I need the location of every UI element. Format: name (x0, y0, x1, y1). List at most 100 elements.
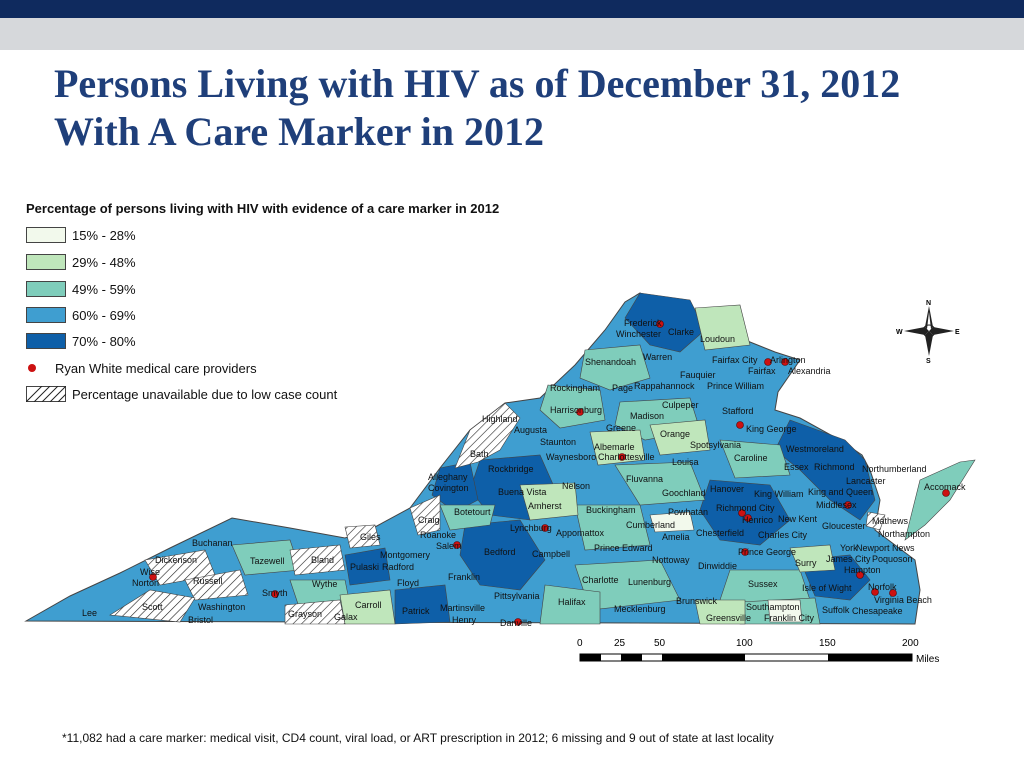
locality-label: Washington (198, 602, 245, 612)
locality-label: Danville (500, 618, 532, 628)
locality-label: Charlotte (582, 575, 619, 585)
legend-class-1: 15% - 28% (26, 226, 136, 244)
compass-n: N (926, 300, 931, 307)
locality-label: Stafford (722, 406, 753, 416)
scale-tick: 0 (577, 638, 583, 649)
provider-marker (271, 590, 279, 598)
locality-label: Isle of Wight (802, 583, 852, 593)
locality-label: York (840, 543, 858, 553)
region-green-surry (789, 544, 836, 573)
locality-label: Salem (436, 541, 462, 551)
locality-label: Botetourt (454, 507, 491, 517)
scale-tick: 25 (614, 638, 626, 649)
provider-marker (889, 589, 897, 597)
region-green-amherst (519, 482, 579, 521)
locality-label: Martinsville (440, 603, 485, 613)
legend-label: 70% - 80% (72, 333, 136, 349)
locality-label: King William (754, 489, 804, 499)
region-hatch-bland (289, 544, 346, 576)
provider-marker (149, 573, 157, 581)
region-dark-patrick (394, 584, 451, 625)
region-dark-southcentral (459, 519, 546, 591)
map-legend: Percentage of persons living with HIV wi… (26, 200, 626, 402)
locality-label: Accomack (924, 482, 966, 492)
locality-label: Frederick (624, 318, 662, 328)
locality-label: Smyth (262, 588, 288, 598)
locality-label: Poquoson (872, 554, 913, 564)
locality-label: Mathews (872, 516, 909, 526)
locality-label: Prince George (738, 547, 796, 557)
legend-class-4: 60% - 69% (26, 306, 136, 324)
compass-rose-icon: N S W E (896, 300, 960, 364)
provider-marker (942, 489, 950, 497)
locality-label: King and Queen (808, 487, 873, 497)
locality-label: Rappahannock (634, 381, 695, 391)
region-teal-eastern-shore (904, 459, 976, 541)
locality-label: Henry (452, 615, 477, 625)
region-teal-buckingham (574, 504, 651, 551)
locality-label: Nelson (562, 481, 590, 491)
hatch-swatch-icon (26, 386, 66, 402)
legend-label: 60% - 69% (72, 307, 136, 323)
locality-label: James City (826, 554, 871, 564)
locality-label: Appomattox (556, 528, 605, 538)
locality-label: Norton (132, 578, 159, 588)
scale-tick: 50 (654, 638, 666, 649)
locality-label: Prince William (707, 381, 764, 391)
scale-tick: 100 (736, 638, 753, 649)
legend-swatch (26, 254, 66, 270)
locality-label: Brunswick (676, 596, 718, 606)
locality-label: Mecklenburg (614, 604, 666, 614)
legend-swatch (26, 307, 66, 323)
locality-label: Newport News (856, 543, 915, 553)
locality-label: Montgomery (380, 550, 431, 560)
provider-marker (764, 358, 772, 366)
scale-unit: Miles (916, 654, 939, 665)
legend-label: 49% - 59% (72, 281, 136, 297)
locality-label: Greensville (706, 613, 751, 623)
legend-swatch (26, 333, 66, 349)
slide-title: Persons Living with HIV as of December 3… (54, 61, 901, 154)
region-hatch-scott (109, 589, 196, 623)
top-banner (0, 0, 1024, 18)
legend-label: 15% - 28% (72, 227, 136, 243)
region-dark-north (624, 292, 706, 353)
locality-label: Rockbridge (488, 464, 534, 474)
region-hatch-giles (344, 524, 381, 549)
provider-marker (738, 509, 746, 517)
locality-label: Goochland (662, 488, 706, 498)
locality-label: Northumberland (862, 464, 927, 474)
locality-label: Patrick (402, 606, 430, 616)
provider-marker (576, 408, 584, 416)
locality-label: Hampton (844, 565, 881, 575)
locality-label: Halifax (558, 597, 586, 607)
locality-label: Norfolk (868, 582, 897, 592)
locality-label: Augusta (514, 425, 547, 435)
legend-unavailable: Percentage unavailable due to low case c… (26, 385, 337, 403)
region-green-albemarle (589, 429, 646, 466)
region-teal-fluvanna (614, 461, 706, 506)
compass-e: E (955, 329, 960, 336)
locality-label: Floyd (397, 578, 419, 588)
locality-label: Albemarle (594, 442, 635, 452)
locality-label: Fairfax (748, 366, 776, 376)
locality-label: Staunton (540, 437, 576, 447)
provider-markers (149, 320, 950, 626)
scale-bar: 0 25 50 100 150 200 Miles (577, 638, 939, 665)
locality-label: Bland (311, 555, 334, 565)
locality-label: Radford (382, 562, 414, 572)
locality-label: Fairfax City (712, 355, 758, 365)
provider-marker (781, 358, 789, 366)
locality-label: Loudoun (700, 334, 735, 344)
locality-label: Harrisonburg (550, 405, 602, 415)
locality-label: Arlington (770, 355, 806, 365)
locality-label: Sussex (748, 579, 778, 589)
locality-label: Alexandria (788, 366, 831, 376)
locality-label: Wise (140, 567, 160, 577)
region-hatch-russell (184, 569, 249, 601)
provider-marker (618, 453, 626, 461)
legend-class-5: 70% - 80% (26, 332, 136, 350)
compass-s: S (926, 358, 931, 364)
locality-label: Culpeper (662, 400, 699, 410)
locality-label: Alleghany (428, 472, 468, 482)
